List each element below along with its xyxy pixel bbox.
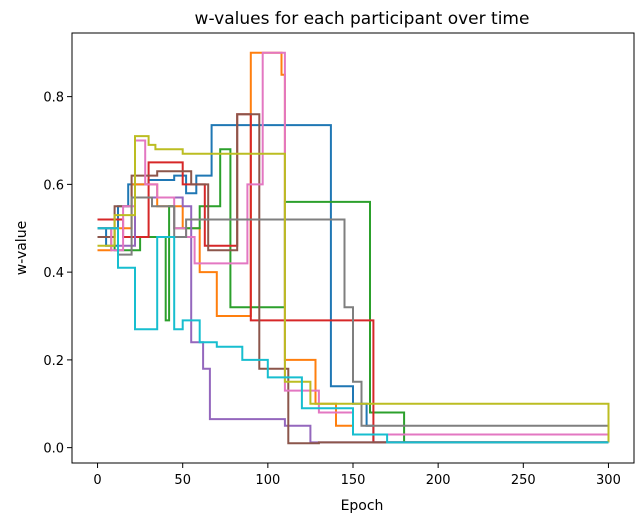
x-tick-label: 50 <box>174 473 191 488</box>
x-axis: 0 50 100 150 200 250 300 <box>93 463 621 488</box>
x-tick-label: 100 <box>255 473 280 488</box>
series-line-8 <box>97 196 610 443</box>
y-tick-label: 0.4 <box>43 266 64 281</box>
chart-title: w-values for each participant over time <box>195 9 530 29</box>
x-tick-label: 250 <box>511 473 536 488</box>
y-tick-label: 0.6 <box>43 178 64 193</box>
x-tick-label: 150 <box>341 473 366 488</box>
x-axis-label: Epoch <box>341 498 384 514</box>
plot-area <box>97 51 610 445</box>
x-tick-label: 300 <box>596 473 621 488</box>
y-tick-label: 0.2 <box>43 354 64 369</box>
y-tick-label: 0.8 <box>43 91 64 106</box>
x-tick-label: 200 <box>426 473 451 488</box>
y-axis: 0.0 0.2 0.4 0.6 0.8 <box>43 91 72 457</box>
x-tick-label: 0 <box>93 473 101 488</box>
series-line-10 <box>97 227 609 444</box>
y-axis-label: w-value <box>14 221 30 275</box>
y-tick-label: 0.0 <box>43 442 64 457</box>
